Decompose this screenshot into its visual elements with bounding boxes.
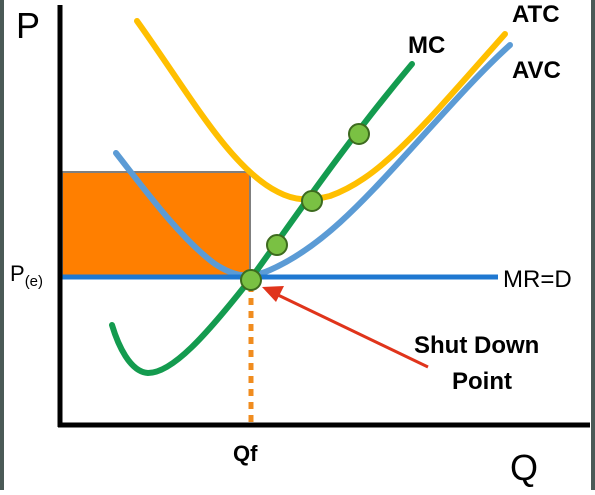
x-axis-label: Q xyxy=(510,447,538,488)
mc-point-3 xyxy=(301,190,323,212)
mc-point-2 xyxy=(266,234,288,256)
quantity-label: Qf xyxy=(233,441,258,466)
mc-curve xyxy=(109,61,415,377)
left-border xyxy=(0,0,4,490)
loss-rectangle xyxy=(61,171,251,278)
mc-point-1 xyxy=(240,269,262,291)
mc-label: MC xyxy=(408,32,445,59)
price-label: P(e) xyxy=(10,261,43,290)
avc-curve xyxy=(113,42,513,279)
mc-point-4 xyxy=(348,123,370,145)
atc-label: ATC xyxy=(512,1,560,28)
mr-d-label: MR=D xyxy=(503,266,572,293)
avc-label: AVC xyxy=(512,57,561,84)
y-axis-label: P xyxy=(16,5,40,46)
shut-down-arrow-head xyxy=(262,286,284,302)
right-border xyxy=(591,0,595,490)
price-label-subscript: (e) xyxy=(25,273,43,290)
shut-down-arrow-shaft xyxy=(277,293,429,369)
shut-down-label-line1: Shut Down xyxy=(414,332,539,359)
shut-down-label-line2: Point xyxy=(452,368,512,395)
